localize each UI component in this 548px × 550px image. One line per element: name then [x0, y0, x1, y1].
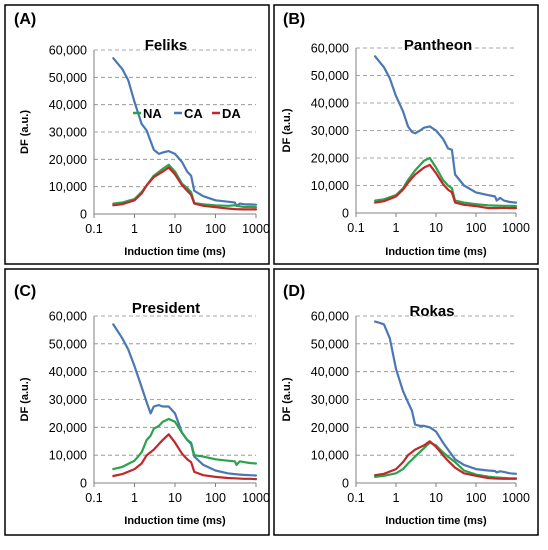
y-tick-label: 50,000	[311, 337, 349, 351]
y-tick-label: 30,000	[49, 126, 87, 140]
legend-label-da: DA	[222, 106, 241, 121]
y-tick-label: 60,000	[311, 42, 349, 56]
x-tick-label: 100	[466, 221, 487, 235]
x-tick-label: 1	[131, 222, 138, 236]
y-tick-label: 60,000	[311, 310, 349, 324]
panel-border	[4, 268, 270, 536]
y-tick-label: 40,000	[49, 365, 87, 379]
series-line-da	[374, 440, 518, 480]
legend-label-ca: CA	[184, 106, 203, 121]
x-tick-label: 100	[205, 491, 226, 505]
panel-border	[273, 268, 539, 536]
y-axis-title: DF (a.u.)	[281, 108, 293, 152]
x-tick-label: 1000	[242, 491, 270, 505]
panel-title: Pantheon	[404, 37, 472, 54]
panel-title: Feliks	[145, 37, 188, 54]
x-tick-label: 100	[205, 222, 226, 236]
x-tick-label: 10	[429, 221, 443, 235]
x-tick-label: 1	[393, 221, 400, 235]
y-tick-label: 20,000	[311, 421, 349, 435]
panel-letter: (D)	[283, 283, 305, 300]
x-tick-label: 100	[466, 491, 487, 505]
x-axis-title: Induction time (ms)	[385, 246, 487, 258]
y-tick-label: 40,000	[311, 365, 349, 379]
y-tick-label: 10,000	[49, 449, 87, 463]
y-tick-label: 30,000	[311, 124, 349, 138]
y-tick-label: 30,000	[311, 393, 349, 407]
chart-panel-d: 0 10,000 20,000 30,000 40,000 50,000 60,000 0.1…	[273, 268, 539, 536]
y-tick-label: 50,000	[49, 337, 87, 351]
series-line-da	[374, 163, 518, 210]
y-tick-label: 60,000	[49, 44, 87, 58]
y-tick-label: 60,000	[49, 310, 87, 324]
y-axis-title: DF (a.u.)	[19, 110, 31, 154]
y-tick-label: 0	[80, 477, 87, 491]
x-axis-title: Induction time (ms)	[124, 515, 226, 527]
y-tick-label: 50,000	[49, 71, 87, 85]
x-tick-label: 0.1	[347, 221, 364, 235]
y-tick-label: 50,000	[311, 69, 349, 83]
y-tick-label: 0	[342, 477, 349, 491]
series-line-ca	[374, 320, 518, 475]
x-axis-title: Induction time (ms)	[124, 246, 226, 258]
series-line-ca	[374, 55, 518, 204]
x-tick-label: 0.1	[85, 491, 102, 505]
panel-border	[4, 4, 270, 265]
chart-panel-a: 0 10,000 20,000 30,000 40,000 50,000 60,000 0.1…	[4, 4, 270, 265]
series-line-ca	[112, 323, 258, 477]
panel-title: President	[132, 300, 200, 317]
y-tick-label: 10,000	[311, 449, 349, 463]
y-tick-label: 0	[342, 207, 349, 221]
y-tick-label: 40,000	[49, 98, 87, 112]
chart-panel-c: 0 10,000 20,000 30,000 40,000 50,000 60,000 0.1…	[4, 268, 270, 536]
series-line-da	[112, 433, 258, 481]
x-tick-label: 1000	[502, 221, 530, 235]
x-tick-label: 1	[393, 491, 400, 505]
legend: NA CA DA	[133, 106, 241, 121]
panel-letter: (C)	[14, 283, 36, 300]
y-tick-label: 20,000	[311, 152, 349, 166]
panel-title: Rokas	[409, 303, 454, 320]
x-tick-label: 0.1	[85, 222, 102, 236]
x-tick-label: 10	[429, 491, 443, 505]
x-tick-label: 1	[131, 491, 138, 505]
y-axis-title: DF (a.u.)	[19, 377, 31, 421]
x-tick-label: 10	[168, 491, 182, 505]
y-tick-label: 10,000	[311, 179, 349, 193]
x-tick-label: 1000	[502, 491, 530, 505]
series-line-na	[112, 417, 258, 471]
y-tick-label: 30,000	[49, 393, 87, 407]
y-tick-label: 0	[80, 208, 87, 222]
y-tick-label: 10,000	[49, 180, 87, 194]
x-tick-label: 1000	[242, 222, 270, 236]
x-tick-label: 0.1	[347, 491, 364, 505]
chart-panel-b: 0 10,000 20,000 30,000 40,000 50,000 60,000 0.1…	[273, 4, 539, 265]
y-tick-label: 20,000	[49, 153, 87, 167]
legend-label-na: NA	[143, 106, 162, 121]
y-axis-title: DF (a.u.)	[281, 377, 293, 421]
y-tick-label: 40,000	[311, 97, 349, 111]
panel-border	[273, 4, 539, 265]
y-tick-label: 20,000	[49, 421, 87, 435]
panel-letter: (A)	[14, 11, 36, 28]
panel-letter: (B)	[283, 11, 305, 28]
x-axis-title: Induction time (ms)	[385, 515, 487, 527]
series-line-da	[112, 166, 258, 211]
x-tick-label: 10	[168, 222, 182, 236]
